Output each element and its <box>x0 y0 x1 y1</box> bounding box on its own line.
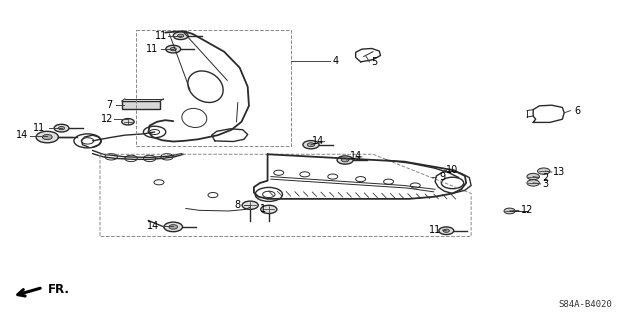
Circle shape <box>122 119 134 125</box>
Text: 8: 8 <box>234 200 241 210</box>
Circle shape <box>169 225 177 229</box>
Circle shape <box>307 143 315 147</box>
Text: 11: 11 <box>146 44 158 54</box>
Circle shape <box>341 158 349 162</box>
Text: 12: 12 <box>101 114 114 124</box>
Text: S84A-B4020: S84A-B4020 <box>559 300 612 309</box>
Circle shape <box>58 126 65 130</box>
Text: 14: 14 <box>16 130 29 140</box>
Circle shape <box>164 222 182 232</box>
Text: 10: 10 <box>447 165 458 175</box>
Circle shape <box>173 32 188 40</box>
Text: 3: 3 <box>542 179 549 189</box>
Circle shape <box>242 201 258 209</box>
Text: 11: 11 <box>33 123 45 133</box>
Text: FR.: FR. <box>48 283 70 296</box>
Circle shape <box>166 45 180 53</box>
Circle shape <box>527 173 539 180</box>
Text: 14: 14 <box>350 151 362 161</box>
Text: 11: 11 <box>429 225 441 235</box>
Circle shape <box>439 227 453 235</box>
Text: 13: 13 <box>553 167 565 177</box>
Text: 7: 7 <box>106 100 113 110</box>
Text: 1: 1 <box>259 204 266 214</box>
Circle shape <box>527 180 539 186</box>
Circle shape <box>303 140 319 149</box>
Circle shape <box>42 134 52 140</box>
Circle shape <box>537 168 550 174</box>
Circle shape <box>170 48 176 51</box>
Circle shape <box>36 131 58 143</box>
Circle shape <box>177 34 183 37</box>
Circle shape <box>261 205 277 213</box>
Circle shape <box>504 208 515 214</box>
Text: 4: 4 <box>333 56 339 66</box>
Text: 12: 12 <box>521 205 533 215</box>
Circle shape <box>337 156 353 164</box>
Text: 14: 14 <box>147 221 159 231</box>
Text: 2: 2 <box>542 172 549 182</box>
Text: 11: 11 <box>155 31 167 41</box>
Text: 14: 14 <box>312 136 325 146</box>
Text: 5: 5 <box>371 57 378 67</box>
Text: 6: 6 <box>575 106 581 116</box>
Circle shape <box>54 124 69 132</box>
Circle shape <box>443 229 450 232</box>
Text: 9: 9 <box>440 172 445 181</box>
Bar <box>122 101 160 109</box>
